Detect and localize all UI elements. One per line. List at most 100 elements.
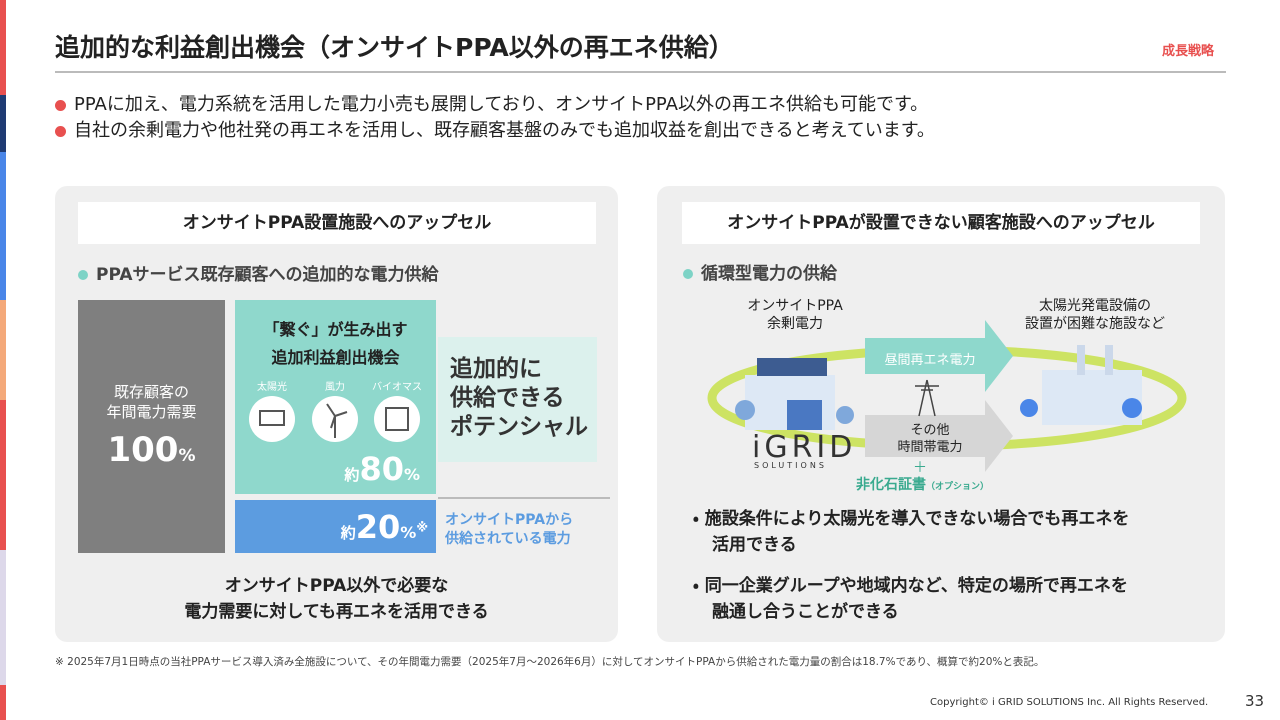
line: オンサイトPPAから (445, 512, 574, 528)
line: オンサイトPPA以外で必要な (224, 576, 449, 596)
line: 活用できる (712, 535, 797, 555)
text: 施設条件により太陽光を導入できない場合でも再エネを (704, 509, 1130, 529)
bullet-dot (55, 99, 66, 111)
base-label: 既存顧客の年間電力需要 (78, 382, 225, 422)
tree (1122, 398, 1142, 418)
option: （オプション） (926, 482, 990, 492)
value: 100 (107, 430, 179, 470)
blue-caption: オンサイトPPAから 供給されている電力 (445, 511, 573, 549)
stripe (0, 550, 6, 685)
line: 既存顧客の (113, 383, 189, 401)
text: 同一企業グループや地域内など、特定の場所で再エネを (704, 576, 1128, 596)
icons (249, 396, 420, 442)
biomass-icon (374, 396, 420, 442)
right-bullet: ・ 施設条件により太陽光を導入できない場合でも再エネを活用できる (693, 506, 1129, 558)
potential-text: 追加的に供給できるポテンシャル (450, 355, 588, 442)
line: オンサイトPPA (747, 298, 843, 314)
base-value: 100% (78, 430, 225, 470)
solar-panels (757, 358, 827, 376)
bullet: 自社の余剰電力や他社発の再エネを活用し、既存顧客基盤のみでも追加収益を創出できる… (55, 116, 935, 142)
footnote: ※ 2025年7月1日時点の当社PPAサービス導入済み全施設について、その年間電… (55, 656, 1045, 668)
line: 余剰電力 (767, 316, 823, 332)
blue-block: 約20%※ (235, 500, 436, 553)
certificate-text: 非化石証書 (856, 477, 926, 493)
certificate: 非化石証書（オプション） (856, 474, 989, 494)
plus: ＋ (913, 460, 927, 476)
icon-shape (259, 410, 285, 426)
line: ポテンシャル (450, 414, 588, 440)
stripe (0, 685, 6, 720)
line: ・ 同一企業グループや地域内など、特定の場所で再エネを (693, 576, 1128, 596)
green-block: 「繋ぐ」が生み出す 追加利益創出機会 太陽光 風力 バイオマス 約80% (235, 300, 436, 494)
title: 追加的な利益創出機会（オンサイトPPA以外の再エネ供給） (55, 33, 734, 62)
stripe (0, 0, 6, 95)
logo-sub: SOLUTIONS (754, 461, 827, 470)
chimney (1077, 345, 1085, 375)
right-bullet: ・ 同一企業グループや地域内など、特定の場所で再エネを融通し合うことができる (693, 573, 1128, 625)
line: ・ 施設条件により太陽光を導入できない場合でも再エネを (693, 509, 1130, 529)
line: 追加利益創出機会 (271, 348, 400, 367)
pylon-icon (915, 379, 939, 417)
other-arrow-label: その他 時間帯電力 (865, 422, 995, 456)
line: 供給されている電力 (445, 531, 571, 547)
tree (1020, 399, 1038, 417)
source-label: オンサイトPPA 余剰電力 (740, 297, 850, 333)
subheading-text: 循環型電力の供給 (701, 264, 837, 284)
value: 20 (355, 508, 401, 546)
diagram (707, 320, 1187, 472)
panel-subheading: PPAサービス既存顧客への追加的な電力供給 (78, 260, 439, 285)
unit: % (178, 446, 196, 466)
icon-shape (326, 403, 348, 438)
chimney (1105, 345, 1113, 375)
stripe (0, 400, 6, 550)
line: 供給できる (450, 385, 565, 411)
line: 融通し合うことができる (712, 602, 899, 622)
door (787, 400, 822, 430)
page-number: 33 (1245, 692, 1265, 710)
green-value: 約80% (344, 450, 420, 488)
green-title: 「繋ぐ」が生み出す 追加利益創出機会 (235, 316, 436, 372)
subheading-text: PPAサービス既存顧客への追加的な電力供給 (96, 265, 439, 285)
target-label: 太陽光発電設備の 設置が困難な施設など (1015, 297, 1175, 333)
bullet-text: 自社の余剰電力や他社発の再エネを活用し、既存顧客基盤のみでも追加収益を創出できる… (74, 120, 935, 141)
stripe (0, 152, 6, 300)
line: 時間帯電力 (897, 440, 963, 455)
value: 80 (359, 450, 404, 488)
stripe (0, 95, 6, 152)
line: 太陽光発電設備の (1039, 298, 1151, 314)
tree (836, 406, 854, 424)
section-tag: 成長戦略 (1162, 44, 1215, 59)
icon-label: 太陽光 (257, 382, 287, 393)
line: 設置が困難な施設など (1025, 316, 1165, 332)
solar-icon (249, 396, 295, 442)
line: 年間電力需要 (106, 403, 197, 421)
factory (1042, 370, 1142, 425)
day-arrow (865, 320, 1013, 392)
stripe (0, 300, 6, 400)
dot (78, 270, 88, 280)
panel-heading: オンサイトPPAが設置できない顧客施設へのアップセル (682, 202, 1200, 244)
blue-value: 約20%※ (341, 508, 428, 546)
base-block: 既存顧客の年間電力需要 100% (78, 300, 225, 553)
icon-label: 風力 (325, 382, 345, 393)
divider (438, 497, 610, 499)
note-mark: ※ (416, 520, 428, 535)
line: 電力需要に対しても再エネを活用できる (184, 602, 489, 622)
icon-label: バイオマス (372, 382, 422, 393)
bullet-dot (55, 125, 66, 137)
panel-subheading: 循環型電力の供給 (683, 259, 837, 284)
bullet-text: PPAに加え、電力系統を活用した電力小売も展開しており、オンサイトPPA以外の再… (74, 94, 929, 115)
copyright: Copyright© i GRID SOLUTIONS Inc. All Rig… (930, 697, 1209, 708)
unit: % (400, 523, 417, 542)
line: 追加的に (450, 356, 542, 382)
icon-shape (385, 407, 409, 431)
tree (735, 400, 755, 420)
logo: iGRID (752, 430, 857, 465)
prefix: 約 (344, 466, 360, 484)
panel-heading: オンサイトPPA設置施設へのアップセル (78, 202, 596, 244)
bullet: PPAに加え、電力系統を活用した電力小売も展開しており、オンサイトPPA以外の再… (55, 90, 928, 116)
unit: % (403, 465, 420, 484)
title-rule (55, 71, 1226, 73)
